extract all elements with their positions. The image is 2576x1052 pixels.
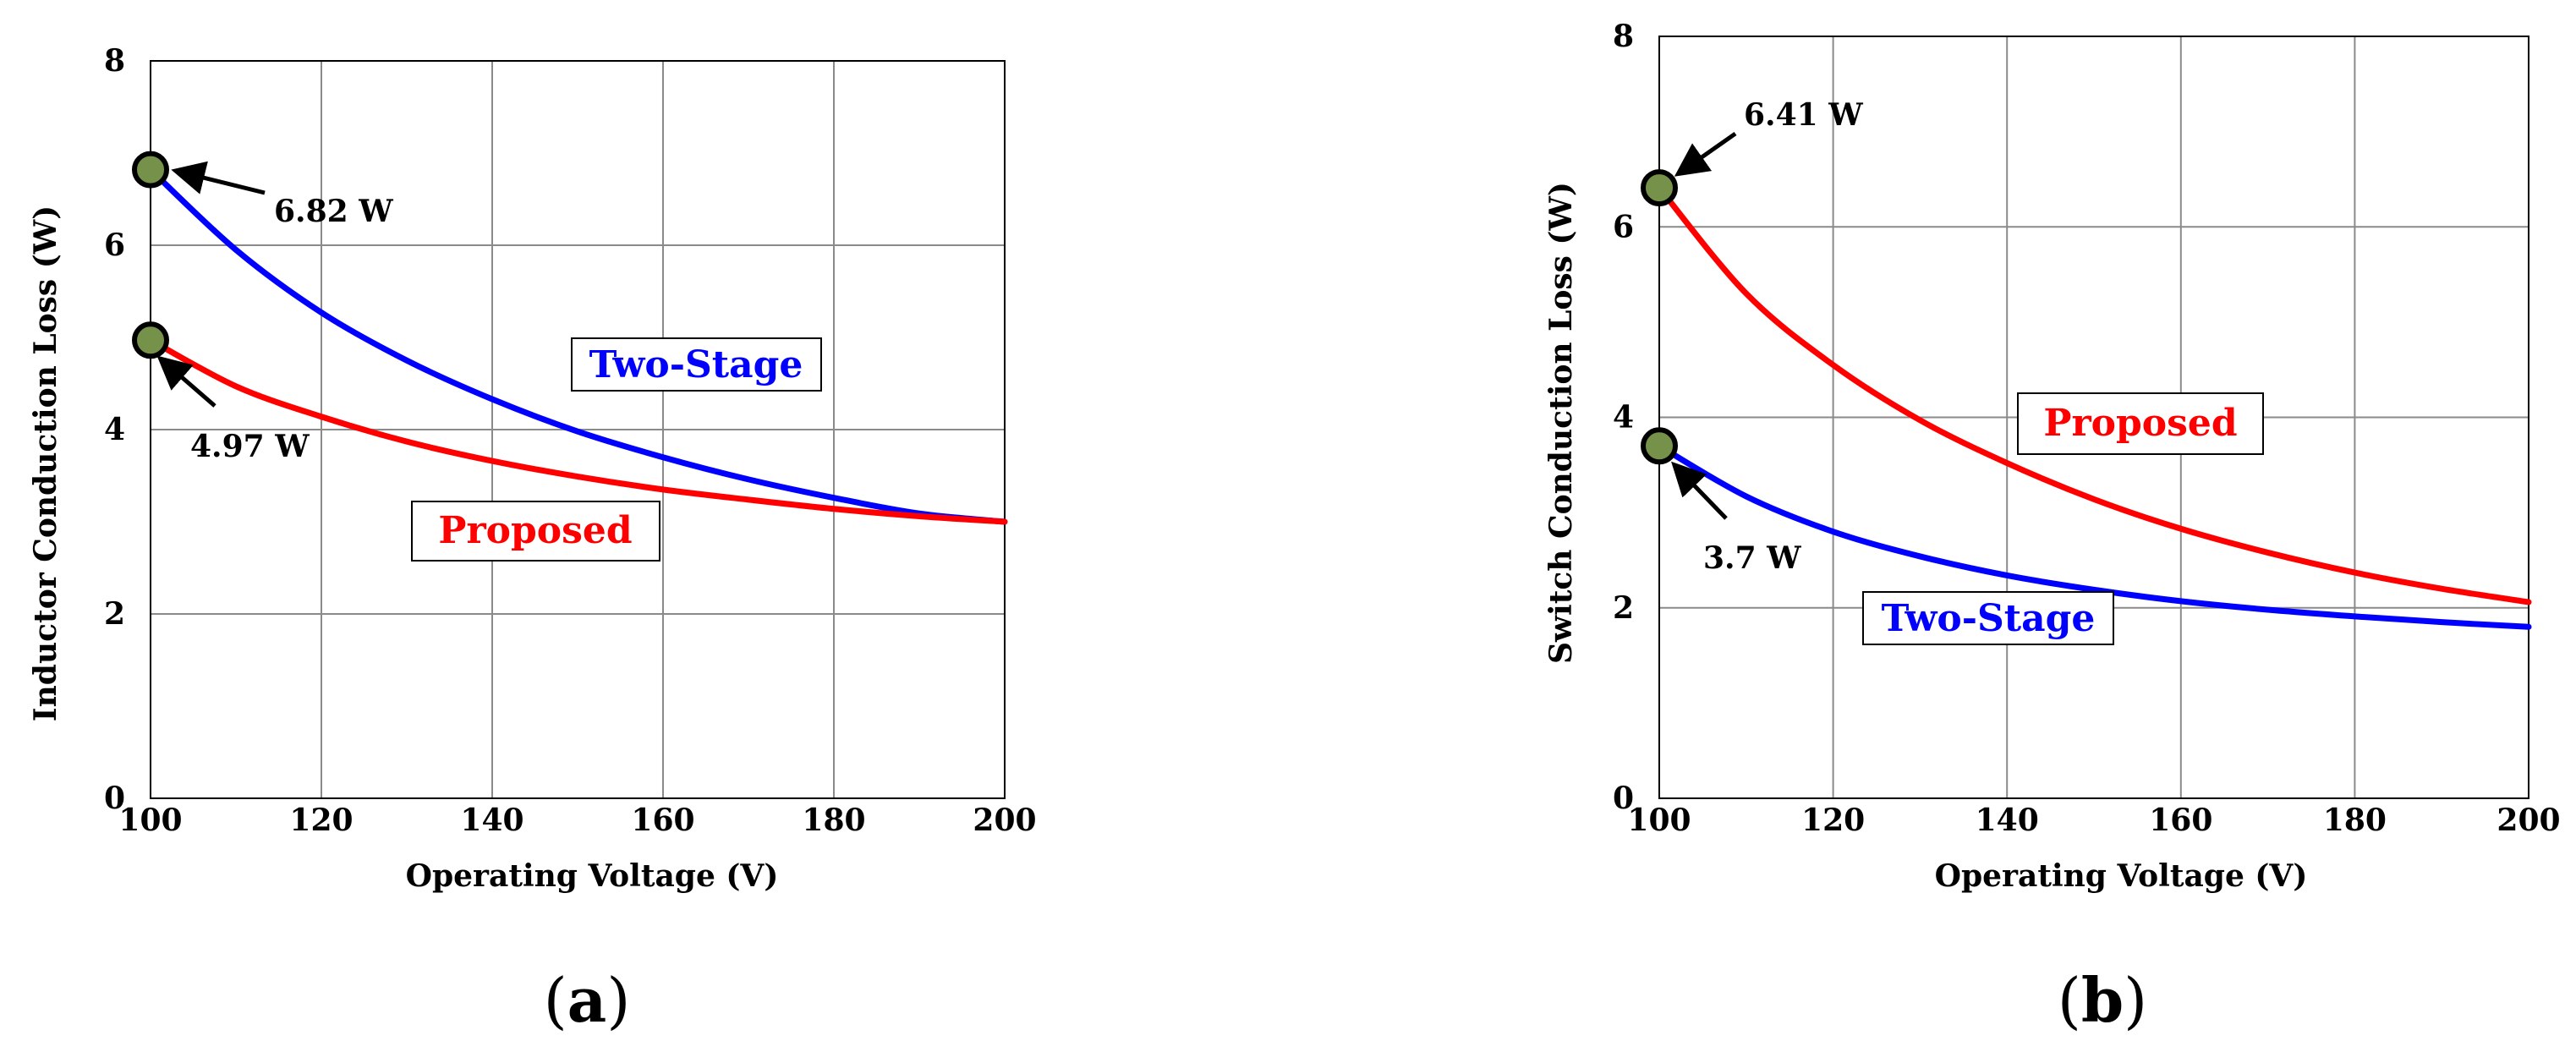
chart-b-x-tick-200: 200 [2497,803,2560,838]
chart-a-annotation-6-82: 6.82 W [274,194,393,229]
chart-a-y-tick-0: 0 [104,781,125,816]
chart-a-x-axis-label: Operating Voltage (V) [406,858,779,894]
chart-b-two-stage-label: Two-Stage [1882,597,2096,640]
chart-a-y-ticks: 0 2 4 6 8 [104,43,125,816]
chart-b-annotation-3-7: 3.7 W [1703,540,1801,576]
chart-b-plot-area [1658,36,2529,799]
chart-b-markers [1641,169,1678,465]
chart-a-y-axis-label: Inductor Conduction Loss (W) [28,205,63,721]
chart-b-x-axis-label: Operating Voltage (V) [1935,858,2308,894]
chart-a-y-tick-2: 2 [104,596,125,632]
chart-b-line-proposed [1656,184,2532,605]
chart-a-two-stage-label-box [571,337,822,392]
chart-b-y-tick-8: 8 [1613,19,1634,54]
chart-a-arrow-4-97 [156,355,216,408]
chart-b-x-tick-100: 100 [1627,803,1691,838]
chart-b-y-ticks: 0 2 4 6 8 [1613,19,1634,816]
chart-a-x-tick-100: 100 [118,803,182,838]
chart-a-y-tick-4: 4 [104,412,125,447]
chart-a-two-stage-label: Two-Stage [589,343,803,386]
chart-b-y-tick-6: 6 [1613,209,1634,244]
chart-a-x-tick-120: 120 [289,803,353,838]
chart-a-annotation-4-97: 4.97 W [190,429,310,464]
chart-a-proposed-label: Proposed [438,509,632,552]
chart-a-x-tick-160: 160 [631,803,694,838]
chart-b-line-two-stage [1656,442,2532,630]
chart-a-x-tick-140: 140 [460,803,523,838]
chart-b-y-tick-0: 0 [1613,781,1634,816]
chart-b-y-tick-2: 2 [1613,590,1634,626]
chart-a-x-tick-200: 200 [973,803,1036,838]
chart-b-x-tick-160: 160 [2149,803,2212,838]
chart-a-plot-area [150,60,1006,799]
chart-a-series [147,167,1008,525]
chart-b-arrow-6-41 [1674,131,1737,177]
chart-b-x-ticks: 100 120 140 160 180 200 [1627,803,2560,838]
chart-a-line-proposed [147,337,1008,525]
chart-a: 100 120 140 160 180 200 0 2 4 6 8 Operating Volta… [28,43,1037,1036]
chart-a-line-two-stage [147,167,1008,525]
panel-label-a: (a) [544,964,631,1036]
chart-b-proposed-label: Proposed [2043,402,2237,445]
chart-b-y-tick-4: 4 [1613,400,1634,436]
chart-b-marker-3-7 [1641,427,1678,465]
chart-a-x-ticks: 100 120 140 160 180 200 [118,803,1036,838]
chart-a-proposed-label-box [411,501,660,562]
panel-label-b: (b) [2058,964,2148,1036]
chart-b-proposed-label-box [2017,392,2264,455]
chart-b-two-stage-label-box [1862,591,2114,645]
chart-b-y-axis-label: Switch Conduction Loss (W) [1543,182,1579,664]
chart-b-x-tick-140: 140 [1976,803,2039,838]
chart-a-arrow-6-82 [171,161,266,195]
chart-a-y-tick-6: 6 [104,227,125,263]
chart-a-markers [132,151,169,359]
chart-b-x-tick-120: 120 [1801,803,1865,838]
chart-a-marker-6-82 [132,151,169,189]
chart-b: 100 120 140 160 180 200 0 2 4 6 8 Operating Volta… [1543,19,2561,1036]
chart-b-series [1656,184,2532,630]
chart-a-y-tick-8: 8 [104,43,125,79]
chart-a-marker-4-97 [132,321,169,359]
chart-a-x-tick-180: 180 [802,803,865,838]
chart-b-marker-6-41 [1641,169,1678,207]
chart-b-arrow-3-7 [1671,461,1728,520]
chart-b-x-tick-180: 180 [2323,803,2387,838]
chart-b-annotation-6-41: 6.41 W [1744,97,1863,133]
